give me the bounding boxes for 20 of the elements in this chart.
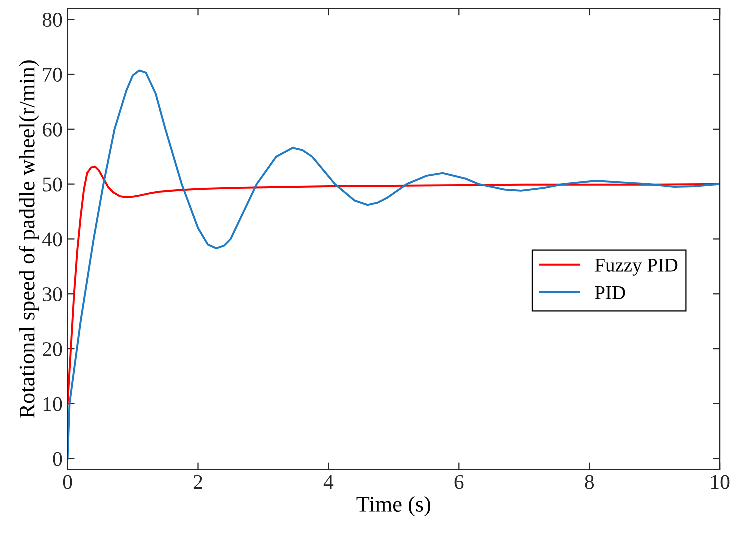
y-tick-label: 0 [53, 452, 62, 466]
x-tick-label: 2 [194, 475, 202, 490]
legend-label: Fuzzy PID [595, 258, 678, 276]
y-tick-label: 50 [43, 178, 62, 192]
y-tick-label: 20 [43, 342, 62, 356]
y-tick-label: 30 [43, 287, 62, 302]
x-tick-label: 0 [63, 475, 72, 490]
x-tick-label: 10 [711, 475, 730, 490]
legend-label: PID [595, 286, 626, 300]
y-tick-label: 10 [44, 397, 62, 412]
x-tick-label: 6 [454, 475, 464, 490]
y-tick-label: 60 [43, 122, 62, 137]
line-series [68, 70, 720, 460]
y-tick-label: 40 [42, 232, 62, 247]
y-tick-label: 70 [43, 68, 62, 82]
x-tick-label: 8 [585, 475, 594, 490]
y-axis-title: Rotational speed of paddle wheel(r/min) [18, 60, 40, 418]
x-axis-title: Time (s) [356, 496, 431, 516]
y-tick-label: 80 [42, 12, 62, 28]
x-tick-label: 4 [324, 475, 334, 490]
